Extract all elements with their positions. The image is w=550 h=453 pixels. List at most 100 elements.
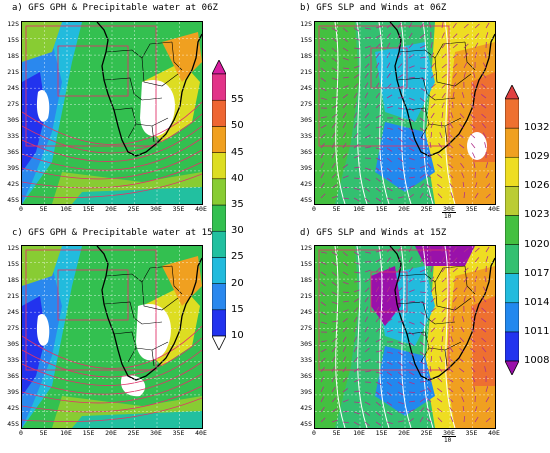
wind-vector (331, 173, 337, 179)
wind-vector (441, 316, 446, 323)
latitude-label: 12S (300, 20, 312, 28)
wind-vector (428, 246, 432, 253)
wind-vector (452, 287, 458, 293)
latitude-label: 24S (7, 308, 19, 316)
pw-field (22, 246, 202, 428)
wind-vector (320, 87, 327, 92)
wind-vector (419, 380, 427, 383)
wind-vector (375, 276, 380, 283)
wind-vector (485, 246, 490, 253)
longitude-label: 0 (312, 205, 316, 213)
wind-vector (419, 33, 425, 39)
wind-vector (375, 338, 382, 343)
wind-vector (386, 296, 391, 303)
wind-vector (397, 85, 404, 89)
wind-vector (428, 152, 432, 159)
wind-vector (427, 162, 432, 169)
latitude-label: 27S (7, 324, 19, 332)
wind-vector (408, 417, 414, 423)
wind-vector (419, 389, 426, 393)
wind-vector (386, 276, 391, 283)
latitude-label: 33S (7, 132, 19, 140)
latitude-label: 27S (300, 324, 312, 332)
panel-title: a) GFS GPH & Precipitable water at 06Z (12, 3, 218, 13)
wind-vector (353, 122, 358, 129)
wind-vector (342, 356, 347, 363)
wind-vector (364, 197, 370, 203)
colorbar-tick-label: 1008 (524, 355, 550, 366)
wind-vector (364, 187, 371, 192)
wind-vector (342, 399, 349, 403)
wind-vector (342, 300, 349, 303)
wind-vector (441, 73, 447, 79)
colorbar-tick-label: 20 (231, 277, 244, 289)
wind-vector (408, 391, 416, 394)
wind-vector (397, 127, 404, 132)
colorbar-tick-label: 40 (231, 172, 244, 184)
wind-vector (342, 366, 347, 373)
wind-vector (485, 22, 490, 29)
wind-vector (419, 87, 426, 92)
wind-vector (397, 107, 404, 110)
wind-vector (437, 417, 443, 423)
wind-vector (452, 296, 457, 303)
wind-vector (419, 257, 425, 263)
longitude-label: 20E (105, 205, 117, 213)
wind-vector (408, 97, 415, 101)
wind-vector (437, 163, 443, 169)
latitude-label: 27S (7, 100, 19, 108)
wind-vector (473, 162, 476, 169)
panel-title: b) GFS SLP and Winds at 06Z (300, 3, 447, 13)
wind-vector (331, 281, 338, 286)
latitude-label: 45S (7, 196, 19, 204)
wind-vector (364, 411, 371, 416)
wind-vector (386, 72, 391, 79)
wind-vector (437, 387, 443, 393)
wind-vector (375, 286, 380, 293)
wind-vector (342, 164, 349, 169)
wind-vector (397, 63, 403, 69)
wind-vector (331, 251, 338, 256)
longitude-label: 35E (465, 205, 478, 213)
wind-vector (463, 415, 466, 423)
longitude-label: 15E (82, 205, 95, 213)
wind-vector (449, 346, 454, 353)
wind-vector (448, 173, 454, 179)
latitude-label: 39S (300, 388, 312, 396)
wind-vector (353, 37, 360, 41)
wind-vector (419, 361, 426, 365)
wind-reference-label: 10 (444, 213, 452, 220)
wind-vector (447, 378, 454, 383)
wind-vector (408, 76, 416, 79)
wind-vector (430, 276, 435, 283)
pw-field (22, 22, 202, 204)
wind-vector (408, 193, 414, 199)
wind-vector (419, 45, 426, 49)
wind-vector (474, 257, 480, 263)
wind-vector (364, 391, 371, 395)
wind-vector (397, 32, 402, 39)
wind-vector (331, 419, 338, 423)
wind-vector (364, 27, 371, 30)
wind-vector (397, 42, 402, 49)
wind-vector (353, 357, 359, 363)
wind-vector (375, 411, 381, 417)
latitude-label: 36S (7, 372, 19, 380)
latitude-label: 21S (7, 292, 19, 300)
wind-vector (320, 261, 327, 265)
wind-vector (419, 321, 426, 326)
wind-vector (342, 132, 347, 139)
wind-vector (430, 103, 436, 109)
wind-vector (397, 196, 404, 199)
wind-vector (364, 134, 371, 139)
wind-vector (452, 257, 458, 263)
wind-vector (386, 177, 393, 182)
wind-vector (342, 57, 349, 61)
wind-vector (353, 65, 360, 69)
longitude-label: 15E (82, 429, 95, 437)
wind-vector (397, 309, 404, 313)
wind-vector (320, 57, 326, 63)
wind-vector (353, 133, 359, 139)
wind-vector (375, 197, 382, 202)
wind-vector (342, 377, 348, 383)
